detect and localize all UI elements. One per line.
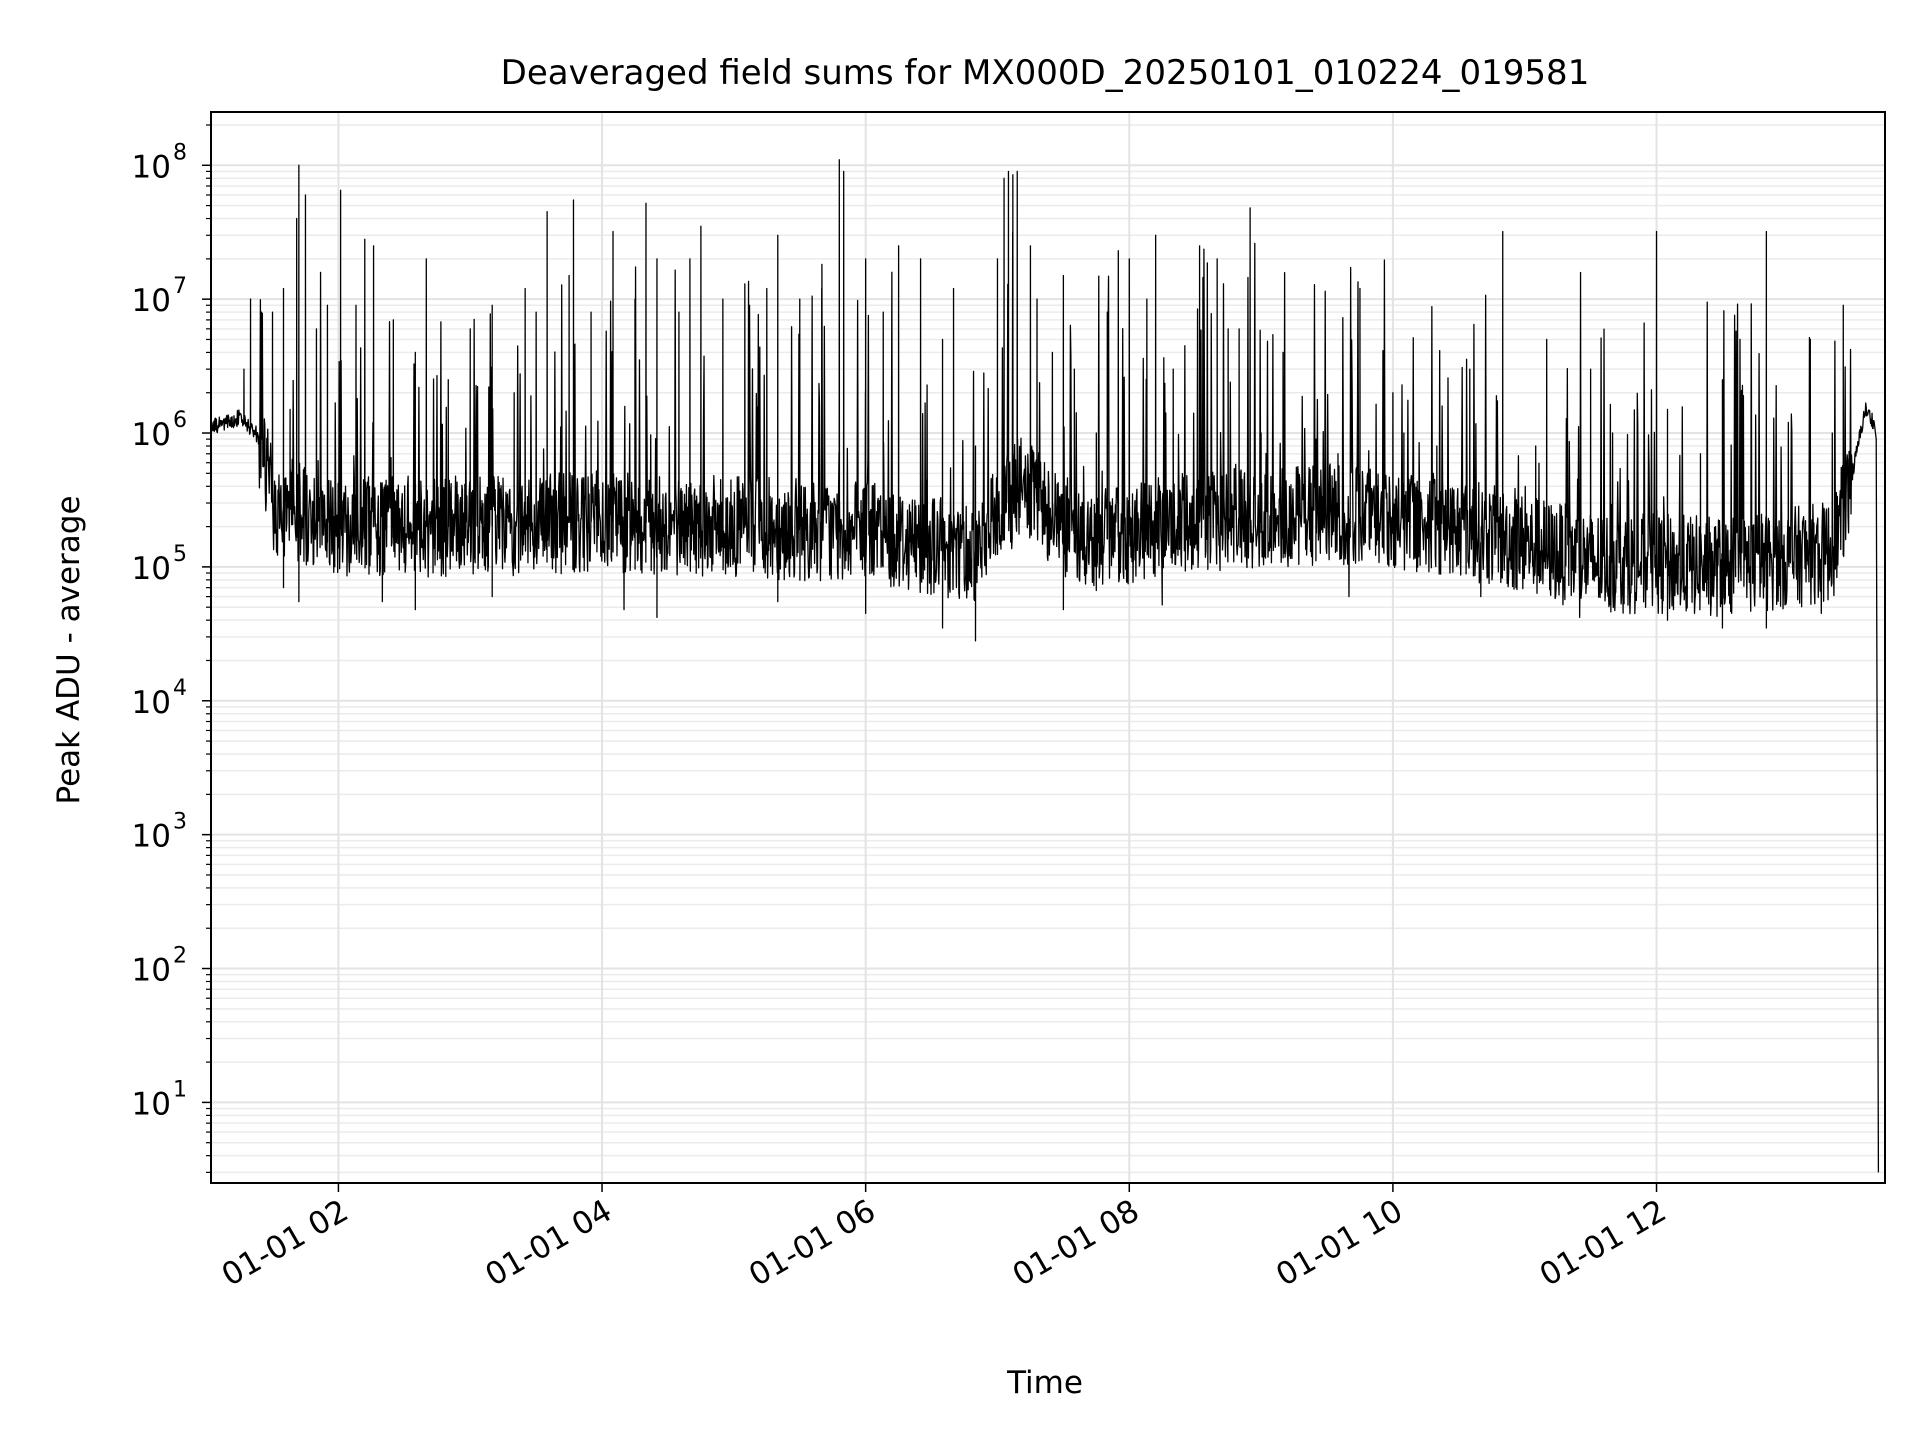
y-tick-exponent: 6 xyxy=(173,408,187,433)
x-axis-label: Time xyxy=(1006,1365,1083,1401)
minor-gridlines xyxy=(211,124,1885,1174)
y-axis-label: Peak ADU - average xyxy=(51,495,87,804)
y-tick-exponent: 5 xyxy=(173,542,187,567)
y-tick-label: 10 xyxy=(132,1086,171,1122)
y-tick-exponent: 3 xyxy=(173,810,187,835)
x-tick-label: 01-01 04 xyxy=(479,1193,618,1294)
series-layer xyxy=(210,159,1880,1173)
y-tick-label: 10 xyxy=(132,685,171,721)
y-tick-label: 10 xyxy=(132,551,171,587)
chart-title: Deaveraged field sums for MX000D_2025010… xyxy=(501,53,1590,93)
y-tick-label: 10 xyxy=(132,819,171,855)
y-tick-label: 10 xyxy=(132,953,171,989)
plot-frame xyxy=(210,111,1886,1184)
x-tick-label: 01-01 02 xyxy=(216,1193,355,1294)
y-tick-exponent: 8 xyxy=(173,140,187,165)
y-tick-exponent: 7 xyxy=(173,274,187,299)
series-line xyxy=(210,159,1880,1173)
y-tick-exponent: 2 xyxy=(173,944,187,969)
x-tick-label: 01-01 06 xyxy=(743,1193,882,1294)
y-tick-exponent: 1 xyxy=(173,1077,187,1102)
y-tick-label: 10 xyxy=(132,417,171,453)
y-tick-label: 10 xyxy=(132,283,171,319)
y-tick-label: 10 xyxy=(132,149,171,185)
x-tick-label: 01-01 12 xyxy=(1534,1193,1673,1294)
x-tick-label: 01-01 08 xyxy=(1007,1193,1146,1294)
y-tick-exponent: 4 xyxy=(173,676,187,701)
x-tick-label: 01-01 10 xyxy=(1270,1193,1409,1294)
